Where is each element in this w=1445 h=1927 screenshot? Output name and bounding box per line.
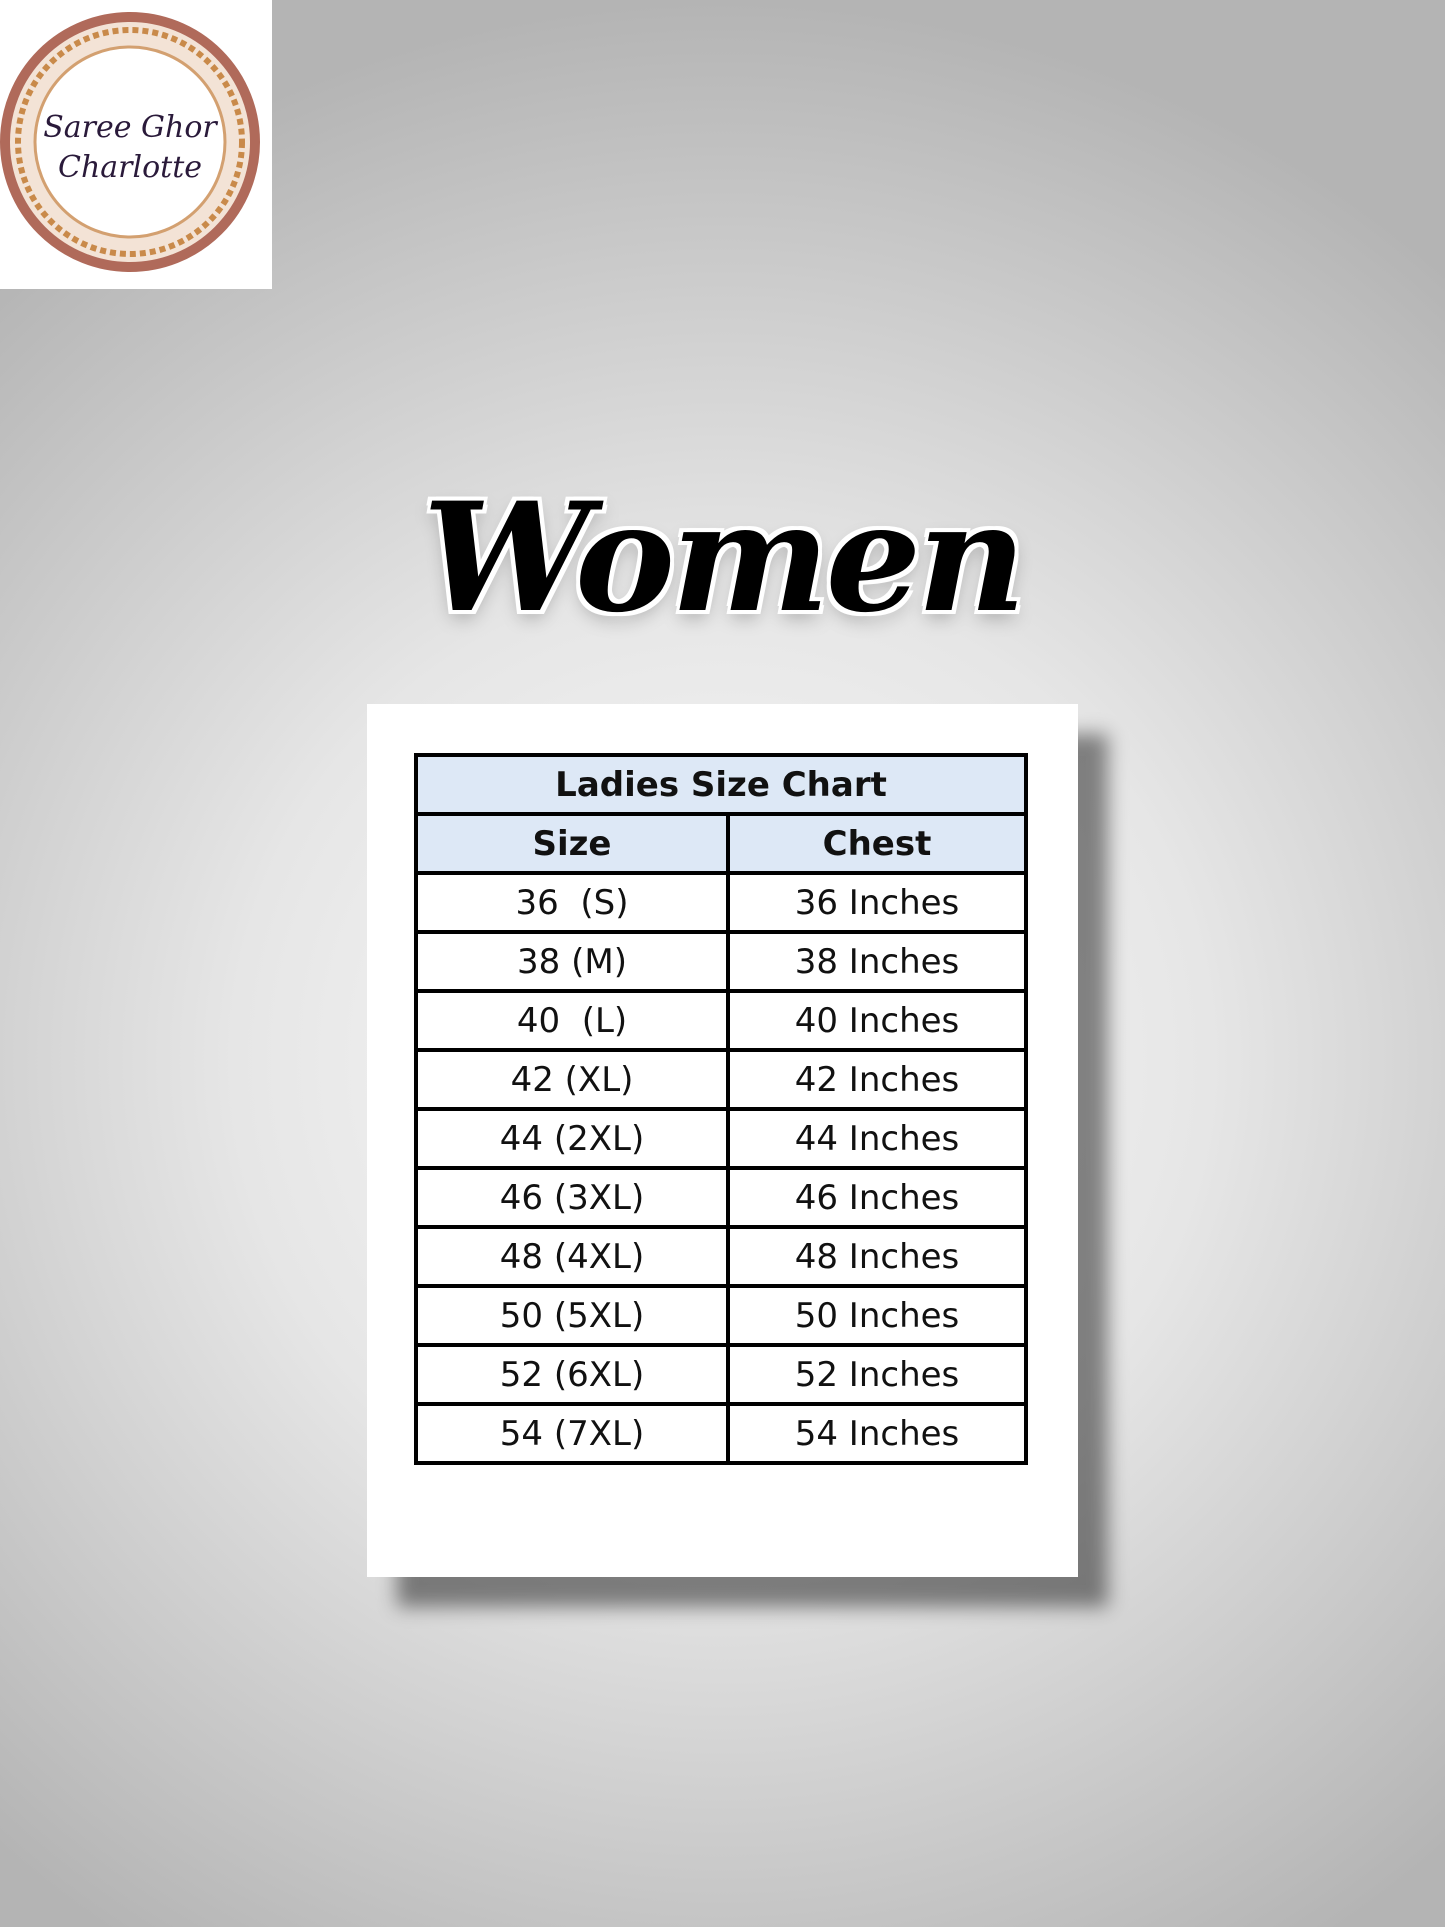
table-cell: 48 Inches xyxy=(726,1225,1028,1288)
logo-ornament xyxy=(0,12,260,272)
table-cell: 52 Inches xyxy=(726,1343,1028,1406)
table-cell: 36 Inches xyxy=(726,871,1028,934)
table-cell: 38 Inches xyxy=(726,930,1028,993)
table-cell: 38 (M) xyxy=(414,930,730,993)
column-header: Chest xyxy=(726,812,1028,875)
table-row: 52 (6XL) 52 Inches xyxy=(414,1343,1028,1406)
logo: Saree Ghor Charlotte xyxy=(0,0,272,289)
table-row: 54 (7XL) 54 Inches xyxy=(414,1402,1028,1465)
table-cell: 36 (S) xyxy=(414,871,730,934)
header-row: Size Chest xyxy=(414,812,1028,875)
size-chart-card: Ladies Size Chart Size Chest 36 (S) 36 Inch… xyxy=(367,704,1078,1577)
table-cell: 44 (2XL) xyxy=(414,1107,730,1170)
table-cell: 50 Inches xyxy=(726,1284,1028,1347)
size-table: Ladies Size Chart Size Chest 36 (S) 36 Inch… xyxy=(414,753,1028,1465)
table-row: 42 (XL) 42 Inches xyxy=(414,1048,1028,1111)
heading: Women xyxy=(422,470,1026,646)
table-row: 44 (2XL) 44 Inches xyxy=(414,1107,1028,1170)
logo-line: Saree Ghor xyxy=(43,110,217,145)
table-cell: 48 (4XL) xyxy=(414,1225,730,1288)
table-cell: 44 Inches xyxy=(726,1107,1028,1170)
table-cell: 42 (XL) xyxy=(414,1048,730,1111)
table-row: 40 (L) 40 Inches xyxy=(414,989,1028,1052)
table-cell: 40 (L) xyxy=(414,989,730,1052)
table-cell: 42 Inches xyxy=(726,1048,1028,1111)
table-row: 36 (S) 36 Inches xyxy=(414,871,1028,934)
table-cell: 52 (6XL) xyxy=(414,1343,730,1406)
table-cell: 40 Inches xyxy=(726,989,1028,1052)
logo-line: Charlotte xyxy=(57,150,203,185)
table-cell: 46 (3XL) xyxy=(414,1166,730,1229)
table-row: 48 (4XL) 48 Inches xyxy=(414,1225,1028,1288)
column-header: Size xyxy=(414,812,730,875)
table-cell: 54 (7XL) xyxy=(414,1402,730,1465)
table-cell: 46 Inches xyxy=(726,1166,1028,1229)
table-cell: 54 Inches xyxy=(726,1402,1028,1465)
table-row: 50 (5XL) 50 Inches xyxy=(414,1284,1028,1347)
table-row: 46 (3XL) 46 Inches xyxy=(414,1166,1028,1229)
table-cell: 50 (5XL) xyxy=(414,1284,730,1347)
table-title: Ladies Size Chart xyxy=(414,753,1028,816)
table-row: 38 (M) 38 Inches xyxy=(414,930,1028,993)
